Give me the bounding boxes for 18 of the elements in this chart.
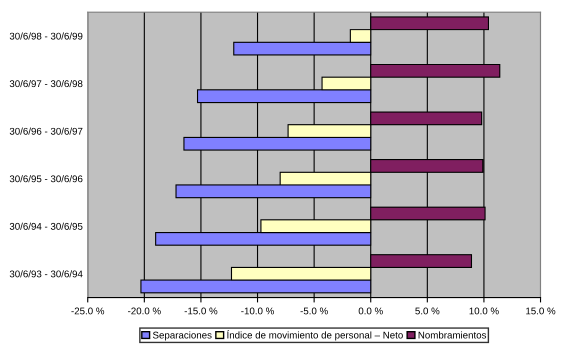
x-tick-label: -15.0 % [184, 308, 218, 314]
y-tick-label: 30/6/94 - 30/6/95 [10, 222, 82, 230]
y-tick-label: 30/6/98 - 30/6/99 [10, 32, 82, 40]
legend-label: Separaciones [152, 331, 212, 340]
x-tick-label: 15.0 % [526, 308, 556, 314]
legend-label: Nombramientos [418, 331, 486, 339]
x-tick-label: -5.0 % [300, 308, 328, 314]
x-tick-label: -10.0 % [241, 308, 274, 314]
x-tick-label: 10.0 % [470, 308, 499, 314]
legend-label: Índice de movimiento de personal – Neto [227, 330, 403, 340]
y-tick-label: 30/6/96 - 30/6/97 [10, 128, 82, 135]
y-tick-label: 30/6/97 - 30/6/98 [10, 80, 82, 88]
y-tick-label: 30/6/93 - 30/6/94 [10, 270, 83, 278]
x-tick-label: -20.0 % [128, 308, 161, 314]
x-tick-label: 0.0 % [358, 308, 383, 314]
x-tick-label: -25.0 % [71, 308, 104, 314]
x-tick-label: 5.0 % [415, 308, 440, 314]
y-tick-label: 30/6/95 - 30/6/96 [10, 175, 82, 182]
